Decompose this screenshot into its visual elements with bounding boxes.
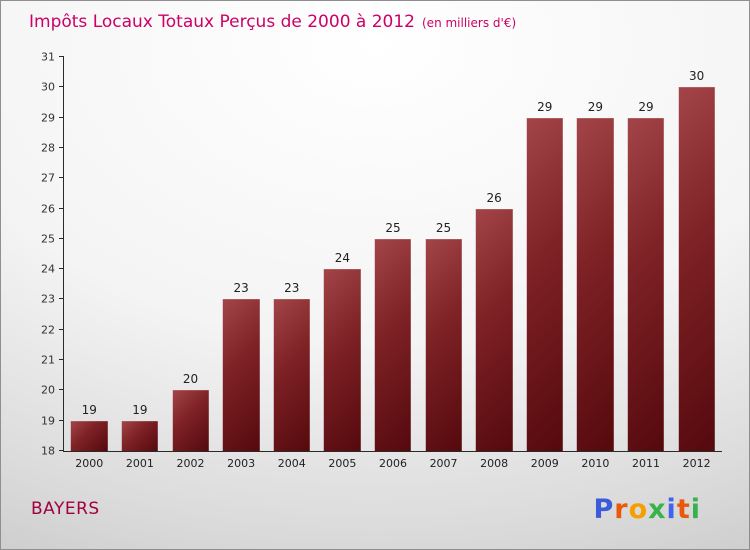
- logo-letter: t: [676, 494, 691, 525]
- bar-slot: 24 2005: [317, 57, 368, 469]
- y-tick-label: 25: [41, 232, 55, 246]
- y-tick-mark: [59, 419, 64, 421]
- y-tick-mark: [59, 177, 64, 179]
- y-tick-label: 21: [41, 353, 55, 367]
- y-tick-label: 30: [41, 80, 55, 94]
- logo-letter: i: [690, 494, 701, 525]
- y-tick-label: 22: [41, 323, 55, 337]
- y-tick-label: 20: [41, 383, 55, 397]
- y-tick-label: 18: [41, 444, 55, 458]
- bar: [324, 269, 361, 451]
- location-label: BAYERS: [31, 499, 100, 519]
- y-tick-mark: [59, 298, 64, 300]
- y-tick-label: 27: [41, 171, 55, 185]
- y-tick-label: 23: [41, 292, 55, 306]
- logo-letter: P: [593, 494, 615, 525]
- bar-slot: 19 2001: [115, 57, 166, 469]
- bar-value-label: 30: [688, 69, 705, 84]
- y-tick-mark: [59, 268, 64, 270]
- bar-value-label: 29: [638, 99, 654, 114]
- bar: [526, 117, 563, 451]
- bar-slot: 30 2012: [671, 57, 722, 469]
- bar-slot: 19 2000: [64, 57, 115, 469]
- bars-row: 19 2000 19 2001 20 2002 23 2003 23 2004 24 2005 25 20…: [64, 57, 722, 469]
- bar: [222, 299, 260, 451]
- bar: [678, 87, 715, 451]
- bar: [627, 117, 665, 451]
- bar: [425, 238, 462, 451]
- bar-value-label: 25: [435, 220, 452, 235]
- proxiti-logo: Proxiti: [593, 494, 701, 525]
- y-tick-mark: [59, 116, 64, 118]
- logo-letter: i: [666, 494, 677, 525]
- y-tick-label: 29: [41, 111, 55, 125]
- bar-value-label: 20: [182, 372, 199, 387]
- plot-area: 19 2000 19 2001 20 2002 23 2003 23 2004 24 2005 25 20…: [41, 52, 722, 469]
- x-tick-label: 2010: [581, 457, 610, 470]
- x-tick-label: 2011: [632, 457, 660, 470]
- bar-value-label: 29: [587, 99, 604, 114]
- x-tick-label: 2001: [125, 457, 154, 470]
- bar: [172, 390, 209, 451]
- y-tick-mark: [59, 146, 64, 148]
- y-tick-mark: [59, 237, 64, 239]
- chart-title-text: Impôts Locaux Totaux Perçus de 2000 à 20…: [29, 12, 415, 32]
- y-tick-mark: [59, 56, 64, 57]
- y-tick-label: 19: [41, 414, 55, 428]
- x-tick-label: 2000: [75, 457, 104, 470]
- bar: [374, 238, 412, 451]
- bar: [121, 420, 159, 451]
- bar-slot: 23 2004: [266, 57, 317, 469]
- x-tick-label: 2005: [328, 457, 357, 470]
- y-tick-label: 26: [41, 202, 55, 216]
- x-tick-label: 2007: [429, 457, 458, 470]
- x-tick-label: 2004: [277, 457, 306, 470]
- bar-slot: 20 2002: [165, 57, 216, 469]
- bar-value-label: 29: [537, 99, 553, 114]
- y-tick-mark: [59, 389, 64, 391]
- y-tick-label: 28: [41, 141, 55, 155]
- x-tick-label: 2008: [480, 457, 509, 470]
- bar-slot: 25 2006: [368, 57, 419, 469]
- bar-slot: 26 2008: [469, 57, 520, 469]
- y-tick-mark: [59, 450, 64, 451]
- logo-letter: r: [614, 494, 629, 525]
- bar-value-label: 24: [334, 251, 350, 266]
- y-tick-mark: [59, 328, 64, 330]
- x-tick-label: 2006: [378, 457, 407, 470]
- chart-subtitle: (en milliers d'€): [422, 16, 517, 30]
- bar: [273, 299, 310, 451]
- bar-value-label: 26: [486, 190, 502, 205]
- bar-value-label: 23: [284, 281, 300, 296]
- bar-slot: 29 2009: [519, 57, 570, 469]
- bar-slot: 29 2010: [570, 57, 621, 469]
- bar: [475, 208, 513, 451]
- y-tick-mark: [59, 86, 64, 88]
- bar-slot: 25 2007: [418, 57, 469, 469]
- x-tick-label: 2003: [227, 457, 256, 470]
- chart-title: Impôts Locaux Totaux Perçus de 2000 à 20…: [29, 12, 516, 32]
- bar-slot: 23 2003: [216, 57, 267, 469]
- x-tick-label: 2012: [682, 457, 711, 470]
- bar-value-label: 19: [81, 402, 97, 417]
- bar-value-label: 25: [385, 220, 401, 235]
- y-tick-mark: [59, 359, 64, 361]
- y-tick-label: 24: [41, 262, 55, 276]
- logo-letter: x: [648, 494, 667, 525]
- bar-value-label: 19: [132, 402, 148, 417]
- y-tick-mark: [59, 207, 64, 209]
- x-tick-label: 2002: [176, 457, 205, 470]
- bar: [71, 420, 108, 451]
- logo-letter: o: [628, 494, 649, 525]
- x-tick-label: 2009: [530, 457, 559, 470]
- bar-value-label: 23: [233, 281, 249, 296]
- bar-slot: 29 2011: [621, 57, 672, 469]
- bar: [577, 117, 614, 451]
- y-tick-label: 31: [41, 50, 55, 64]
